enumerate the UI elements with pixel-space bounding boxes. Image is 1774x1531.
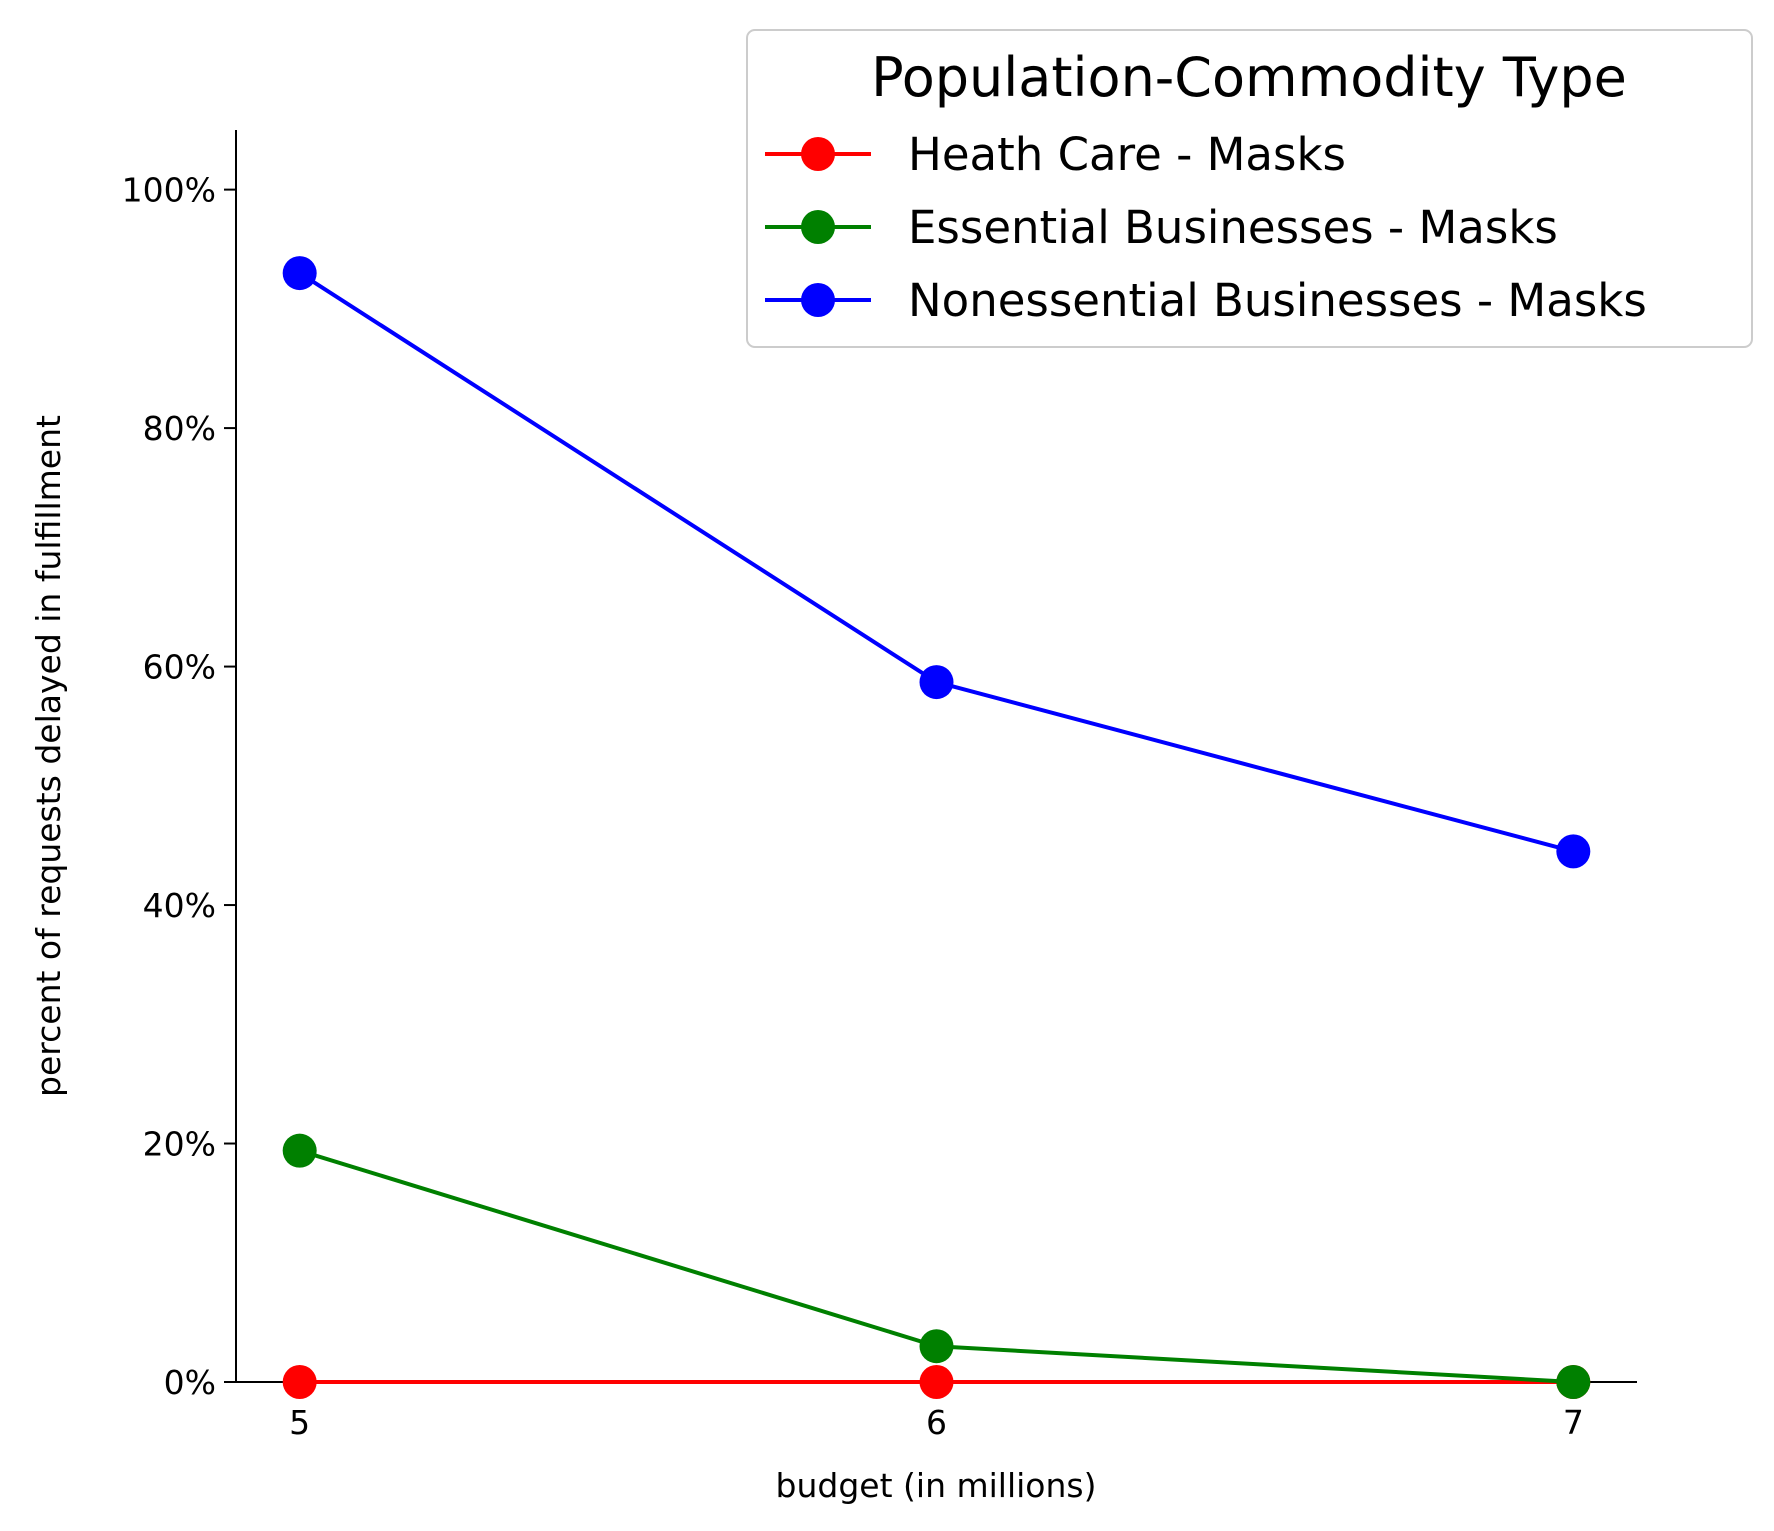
legend-label: Heath Care - Masks xyxy=(908,128,1346,181)
legend-frame xyxy=(746,29,1753,348)
legend-title: Population-Commodity Type xyxy=(871,46,1627,109)
legend-label: Essential Businesses - Masks xyxy=(908,201,1558,254)
legend-entry: Nonessential Businesses - Masks xyxy=(765,274,1647,327)
data-point xyxy=(282,256,317,291)
x-tick-label: 6 xyxy=(926,1403,947,1442)
data-point xyxy=(1556,1365,1591,1399)
y-tick-label: 20% xyxy=(143,1125,216,1164)
legend-items: Heath Care - Masks Essential Businesses -… xyxy=(765,128,1647,327)
series-layer xyxy=(282,256,1591,1399)
legend-label: Nonessential Businesses - Masks xyxy=(908,274,1647,327)
legend-swatch-marker xyxy=(801,210,835,244)
y-tick-label: 0% xyxy=(164,1363,216,1402)
data-point xyxy=(1556,834,1591,869)
y-tick-label: 60% xyxy=(143,648,216,687)
y-tick-label: 40% xyxy=(143,886,216,925)
legend-swatch-marker xyxy=(801,283,835,317)
x-tick-label: 5 xyxy=(289,1403,310,1442)
y-tick-label: 80% xyxy=(143,409,216,448)
y-axis-label: percent of requests delayed in fulfillme… xyxy=(29,415,68,1097)
x-axis-label: budget (in millions) xyxy=(776,1466,1097,1505)
series-1 xyxy=(282,1133,1591,1399)
data-point xyxy=(919,665,954,700)
legend-swatch-marker xyxy=(801,137,835,171)
data-point xyxy=(919,1365,954,1399)
series-line xyxy=(298,271,1574,854)
legend-entry: Heath Care - Masks xyxy=(765,128,1346,181)
series-2 xyxy=(282,256,1591,869)
data-point xyxy=(282,1133,317,1168)
x-tick-label: 7 xyxy=(1563,1403,1584,1442)
legend-entry: Essential Businesses - Masks xyxy=(765,201,1558,254)
y-ticks: 0% 20% 40% 60% 80% 100% xyxy=(122,171,236,1402)
data-point xyxy=(919,1329,954,1364)
data-point xyxy=(282,1365,317,1399)
y-tick-label: 100% xyxy=(122,171,216,210)
legend: Population-Commodity Type Heath Care - M… xyxy=(746,29,1753,348)
